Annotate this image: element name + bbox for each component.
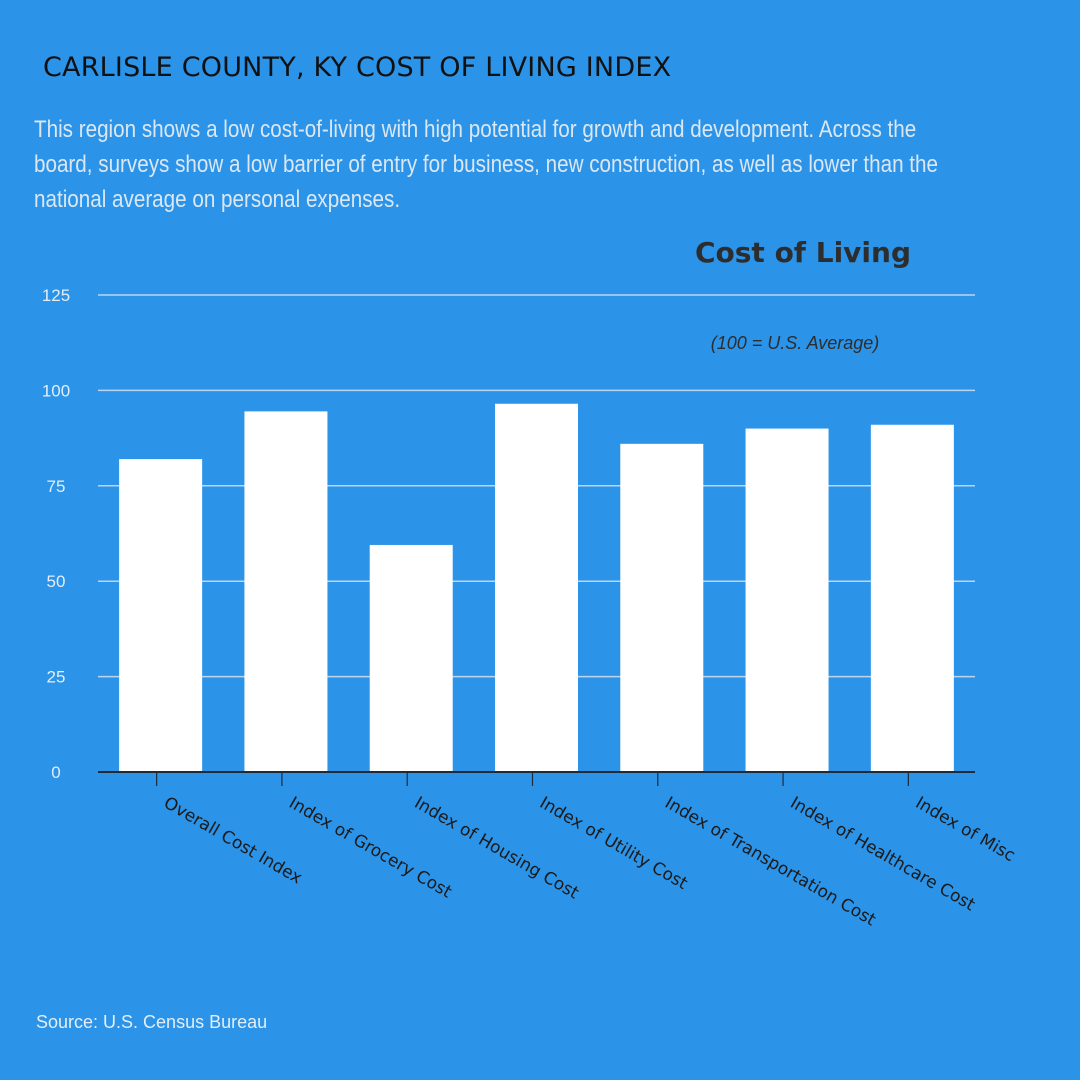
bar (620, 443, 704, 772)
x-axis (98, 771, 975, 786)
y-tick-label: 0 (51, 763, 60, 782)
bar (119, 459, 203, 772)
bar (745, 428, 829, 772)
page-title: CARLISLE COUNTY, KY COST OF LIVING INDEX (43, 52, 672, 83)
cost-of-living-chart: Cost of Living (100 = U.S. Average) 0 25 5… (42, 236, 1018, 930)
x-tick-label: Overall Cost Index (160, 793, 305, 888)
y-tick-label: 75 (47, 477, 66, 496)
y-tick-label: 100 (42, 381, 70, 400)
y-tick-label: 50 (47, 572, 66, 591)
intro-paragraph: This region shows a low cost-of-living w… (34, 116, 939, 213)
chart-subtitle: (100 = U.S. Average) (711, 333, 880, 353)
bar (369, 544, 453, 772)
y-axis-ticks: 0 25 50 75 100 125 (42, 286, 70, 782)
source-note: Source: U.S. Census Bureau (36, 1012, 268, 1032)
bar (244, 411, 328, 772)
bar (870, 424, 954, 772)
bar (495, 403, 578, 772)
x-tick-label: Index of Transportation Cost (661, 793, 879, 930)
y-tick-label: 125 (42, 286, 70, 305)
bars (119, 403, 954, 772)
y-tick-label: 25 (47, 668, 66, 687)
chart-title: Cost of Living (695, 236, 911, 269)
x-tick-label: Index of Misc (912, 793, 1019, 866)
